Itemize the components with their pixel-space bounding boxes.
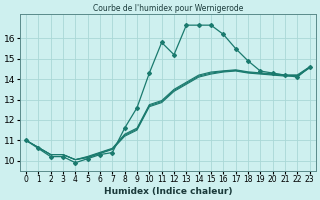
- Title: Courbe de l'humidex pour Wernigerode: Courbe de l'humidex pour Wernigerode: [93, 4, 243, 13]
- X-axis label: Humidex (Indice chaleur): Humidex (Indice chaleur): [104, 187, 232, 196]
